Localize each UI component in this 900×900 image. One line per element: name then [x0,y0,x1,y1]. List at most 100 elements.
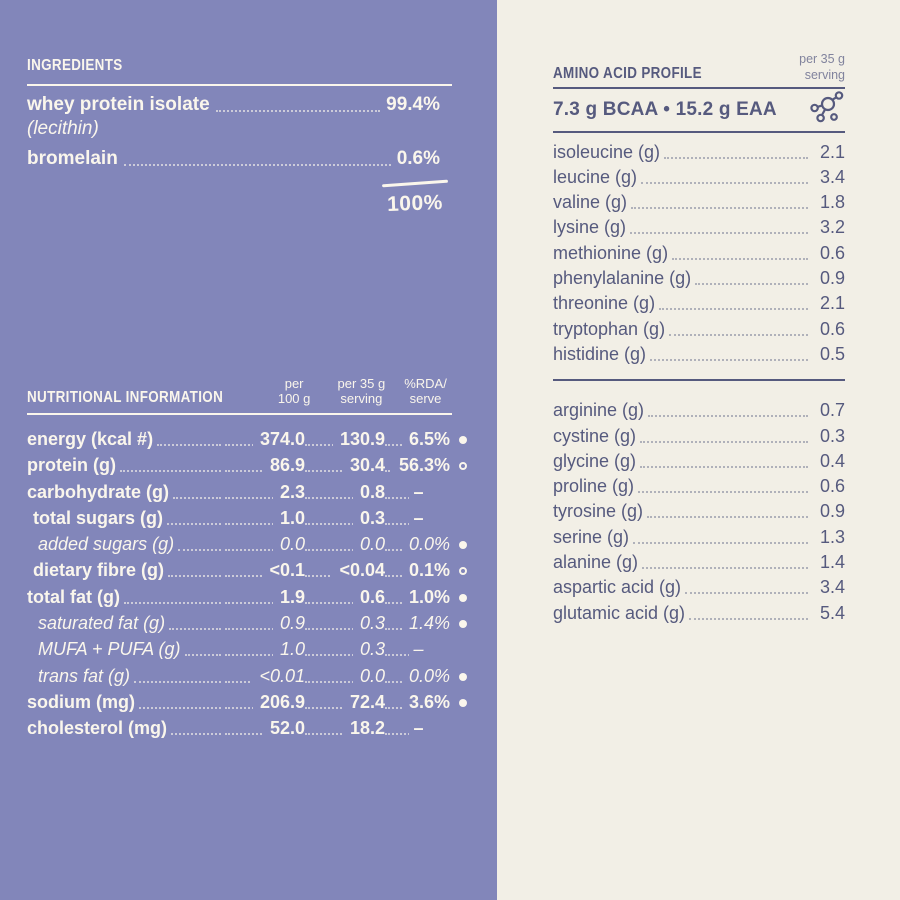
ingredient-value: 99.4% [386,94,440,115]
amino-value: 1.3 [819,526,845,547]
nutrition-divider [27,412,452,415]
dot-leader [305,680,382,683]
nutrient-value-per-100g: 0.9 [272,613,305,635]
nutrient-value-rda: 6.5% [401,428,452,450]
amino-label: tyrosine (g) [553,501,644,522]
nutrient-value-rda: 3.6% [401,691,452,713]
dot-leader [134,680,221,683]
nutrient-value-per-100g: 1.9 [272,586,305,608]
amino-label: tryptophan (g) [553,318,666,339]
amino-row: alanine (g) 1.4 [553,548,845,573]
amino-row: leucine (g) 3.4 [553,163,845,188]
dot-leader [139,706,221,709]
amino-label: methionine (g) [553,242,669,263]
nutrient-value-per-35g: 0.6 [352,586,385,608]
nutrient-value-rda: 0.0% [401,665,452,687]
dot-leader [171,733,221,736]
dot-leader [672,257,808,260]
ingredient-row: whey protein isolate 99.4% [27,94,452,116]
nutrition-row: carbohydrate (g) 2.3 0.8 – [27,476,474,503]
nutrient-value-rda: 0.1% [401,560,452,582]
amino-value: 2.1 [819,293,845,314]
amino-row: tyrosine (g) 0.9 [553,497,845,522]
nutrient-cell-per-35g: 130.9 [305,428,385,450]
nutrient-label: carbohydrate (g) [27,481,170,502]
nutrient-cell-per-35g: 72.4 [305,691,385,713]
amino-label: aspartic acid (g) [553,577,682,598]
amino-title-text: AMINO ACID PROFILE [553,65,702,83]
nutrient-label: total fat (g) [27,586,120,607]
nutrient-label: MUFA + PUFA (g) [38,639,181,660]
dot-leader [305,549,382,552]
dot-leader [385,496,418,499]
nutrient-value-per-35g: 72.4 [342,691,385,713]
dot-leader [173,496,221,499]
nutrient-cell-per-100g: 1.9 [225,586,305,608]
amino-header: AMINO ACID PROFILE per 35 g serving [553,52,845,83]
nutrient-cell-per-35g: 30.4 [305,455,385,477]
amino-label: serine (g) [553,526,630,547]
nutrient-value-per-100g: 0.0 [272,534,305,556]
dot-leader [640,440,808,443]
dot-leader [157,443,221,446]
nutrition-row: saturated fat (g) 0.9 0.3 1.4% [27,608,474,635]
amino-label: leucine (g) [553,166,638,187]
dot-leader [385,654,418,657]
amino-label: lysine (g) [553,217,627,238]
ingredients-title-text: INGREDIENTS [27,57,123,74]
amino-label: glutamic acid (g) [553,602,686,623]
nutrient-cell-rda: 0.0% [385,534,452,556]
nutrient-value-per-35g: 0.8 [352,481,385,503]
nutrient-cell-rda: – [385,507,452,529]
dot-leader [119,470,221,473]
nutrition-row: protein (g) 86.9 30.4 56.3% [27,450,474,477]
dot-leader [225,549,302,552]
dot-leader [685,592,808,595]
dot-leader [225,654,302,657]
nutrition-row: energy (kcal #) 374.0 130.9 6.5% [27,424,474,450]
amino-row: isoleucine (g) 2.1 [553,137,845,162]
nutrient-value-rda: – [409,639,428,661]
amino-row: threonine (g) 2.1 [553,289,845,314]
amino-row: glutamic acid (g) 5.4 [553,598,845,623]
amino-value: 1.8 [819,192,845,213]
nutrient-value-per-35g: 0.0 [352,534,385,556]
amino-value: 0.6 [819,476,845,497]
nutrient-cell-per-35g: 0.3 [305,507,385,529]
dot-leader [168,575,221,578]
dot-leader [123,601,221,604]
nutrient-cell-per-100g: <0.01 [225,665,305,687]
nutrition-row: total fat (g) 1.9 0.6 1.0% [27,581,474,608]
amino-divider-groups [553,378,845,381]
nutrition-title: NUTRITIONAL INFORMATION [27,389,260,407]
bcaa-eaa-summary: 7.3 g BCAA • 15.2 g EAA [553,99,777,121]
nutrient-label: total sugars (g) [33,507,164,528]
nutrient-label: saturated fat (g) [38,613,166,634]
nutrition-row: cholesterol (mg) 52.0 18.2 – [27,713,474,740]
nutrient-cell-rda: 0.1% [385,560,452,582]
nutrient-cell-per-100g: 2.3 [225,481,305,503]
amino-label: proline (g) [553,476,635,497]
nutrition-row: MUFA + PUFA (g) 1.0 0.3 – [27,634,474,661]
amino-value: 1.4 [819,552,845,572]
nutrient-value-per-100g: 86.9 [262,455,305,477]
nutrient-value-rda: – [409,507,428,529]
ingredient-row: bromelain 0.6% [27,148,452,170]
bullet-cell [452,435,474,450]
amino-row: lysine (g) 3.2 [553,213,845,238]
nutrient-label: sodium (mg) [27,691,135,712]
total-underline [381,179,449,188]
nutrient-cell-per-100g: 1.0 [225,639,305,661]
nutrient-cell-per-35g: 0.3 [305,639,385,661]
bullet-cell [452,672,474,687]
dot-leader [184,654,221,657]
amino-essential: isoleucine (g) 2.1 leucine (g) 3.4 valine (g… [553,137,845,365]
open-bullet-icon [459,567,467,576]
amino-label: cystine (g) [553,425,637,446]
ingredient-name: bromelain [27,148,118,169]
nutrient-cell-per-35g: 0.3 [305,613,385,635]
filled-bullet-icon [459,620,467,629]
amino-value: 0.3 [819,425,845,446]
nutrient-value-per-100g: 52.0 [262,718,305,740]
nutrient-cell-per-35g: 0.0 [305,665,385,687]
